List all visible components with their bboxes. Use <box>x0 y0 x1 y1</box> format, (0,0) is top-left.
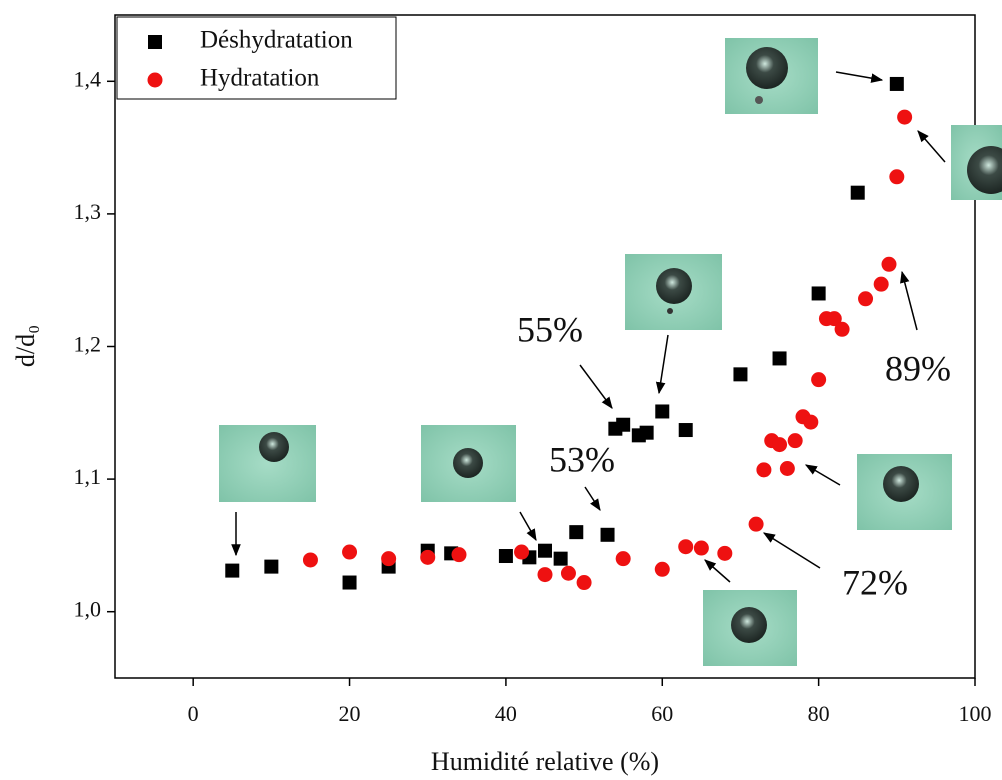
arrow <box>655 334 669 395</box>
point <box>639 425 654 440</box>
point <box>678 539 694 555</box>
x-tick-label: 60 <box>651 701 673 726</box>
annotation: 55% <box>517 309 583 349</box>
point <box>655 404 670 419</box>
point <box>302 552 318 568</box>
point <box>569 525 584 540</box>
point <box>811 286 826 301</box>
point <box>537 567 553 583</box>
droplet-image <box>951 125 1002 200</box>
point <box>772 437 788 453</box>
y-tick-label: 1,1 <box>74 464 102 489</box>
arrows <box>231 71 946 583</box>
droplet-images <box>219 38 1002 666</box>
point <box>342 544 358 560</box>
droplet-image <box>625 254 722 330</box>
droplet-image <box>421 425 516 502</box>
legend-marker <box>148 35 162 49</box>
point <box>858 291 874 307</box>
point <box>264 559 279 574</box>
point <box>678 423 693 438</box>
point <box>811 372 827 388</box>
point <box>514 544 530 560</box>
x-tick-label: 0 <box>188 701 199 726</box>
point <box>576 575 592 591</box>
x-tick-label: 80 <box>808 701 830 726</box>
droplet-image <box>703 590 797 666</box>
point <box>600 527 615 542</box>
point <box>850 185 865 200</box>
legend-marker <box>147 72 163 88</box>
point <box>342 575 357 590</box>
arrow <box>584 486 601 512</box>
droplet-image <box>219 425 316 502</box>
arrow <box>762 532 821 569</box>
arrow <box>579 364 613 409</box>
arrow <box>804 464 841 486</box>
point <box>787 433 803 449</box>
annotation: 72% <box>842 562 908 602</box>
point <box>834 321 850 337</box>
x-tick-label: 20 <box>339 701 361 726</box>
point <box>560 565 576 581</box>
point <box>538 543 552 558</box>
point <box>717 545 733 561</box>
legend-label: Hydratation <box>200 65 320 92</box>
point <box>779 460 795 476</box>
annotation: 89% <box>885 348 951 388</box>
x-axis-label: Humidité relative (%) <box>431 747 659 776</box>
point <box>748 516 764 532</box>
y-tick-label: 1,2 <box>74 332 102 357</box>
annotation: 53% <box>549 439 615 479</box>
point <box>451 547 467 563</box>
point <box>873 276 889 292</box>
point <box>420 549 436 565</box>
arrow <box>835 71 884 83</box>
point <box>772 351 787 366</box>
point <box>693 540 709 556</box>
arrow <box>917 130 946 163</box>
point <box>654 561 670 577</box>
arrow <box>900 270 918 331</box>
droplet-image <box>857 454 952 530</box>
point <box>733 367 748 382</box>
point <box>553 551 568 566</box>
point <box>803 414 819 430</box>
legend-box <box>116 16 397 100</box>
point <box>381 551 397 567</box>
point <box>616 417 631 432</box>
y-tick-label: 1,0 <box>74 597 102 622</box>
y-tick-label: 1,4 <box>74 66 102 91</box>
point <box>615 551 631 567</box>
x-tick-label: 40 <box>495 701 517 726</box>
point <box>881 256 897 272</box>
point <box>889 169 905 185</box>
point <box>826 311 842 327</box>
x-tick-label: 100 <box>959 701 992 726</box>
arrow <box>704 559 731 583</box>
droplet-image <box>725 38 818 114</box>
arrow <box>519 511 537 542</box>
legend-label: Déshydratation <box>200 27 353 54</box>
point <box>897 109 913 125</box>
y-tick-label: 1,3 <box>74 199 102 224</box>
point <box>225 563 240 578</box>
point <box>756 462 772 478</box>
y-axis-label: d/d₀ <box>11 325 40 367</box>
point <box>889 76 904 91</box>
point <box>498 549 513 564</box>
